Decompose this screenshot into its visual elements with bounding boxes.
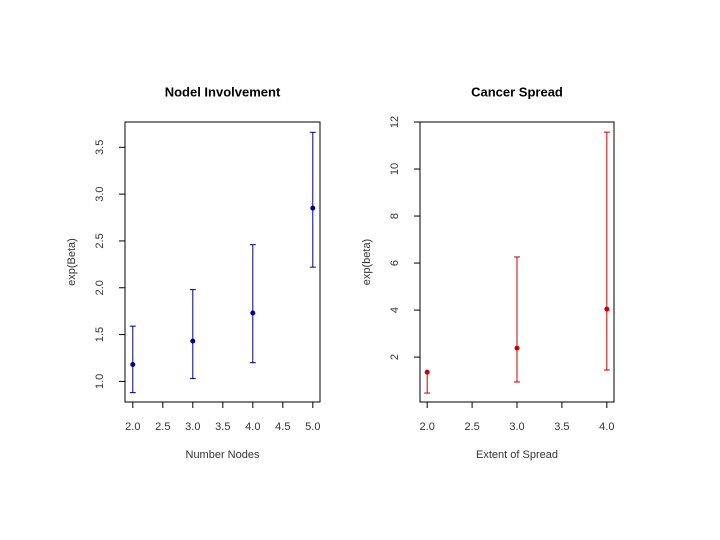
chart-title: Nodel Involvement — [165, 84, 281, 99]
x-tick-label: 2.0 — [125, 421, 140, 433]
x-tick-label: 3.5 — [554, 421, 569, 433]
point — [250, 310, 256, 316]
y-axis-label: exp(Beta) — [66, 238, 78, 286]
y-tick-label: 3.5 — [94, 140, 106, 155]
plot-box — [124, 121, 321, 403]
y-axis-label: exp(beta) — [361, 239, 373, 285]
point — [130, 362, 136, 368]
x-tick-label: 3.0 — [509, 421, 524, 433]
x-tick-label: 2.5 — [155, 421, 170, 433]
chart-title: Cancer Spread — [471, 84, 563, 99]
y-tick-label: 8 — [389, 213, 401, 219]
y-tick-label: 4 — [389, 307, 401, 313]
y-tick-label: 12 — [389, 116, 401, 128]
y-tick-label: 1.5 — [94, 327, 106, 342]
x-tick-label: 4.0 — [245, 421, 260, 433]
y-tick-label: 10 — [389, 163, 401, 175]
x-tick-label: 3.0 — [185, 421, 200, 433]
y-tick-label: 2.0 — [94, 280, 106, 295]
x-tick-label: 3.5 — [215, 421, 230, 433]
y-tick-label: 2.5 — [94, 233, 106, 248]
x-axis-label: Number Nodes — [186, 449, 260, 461]
x-tick-label: 4.0 — [599, 421, 614, 433]
y-tick-label: 2 — [389, 354, 401, 360]
point — [514, 345, 520, 351]
y-tick-label: 1.0 — [94, 374, 106, 389]
x-tick-label: 4.5 — [275, 421, 290, 433]
point — [310, 205, 316, 211]
y-tick-label: 3.0 — [94, 186, 106, 201]
x-tick-label: 2.5 — [464, 421, 479, 433]
point — [190, 338, 196, 344]
x-axis-label: Extent of Spread — [476, 449, 558, 461]
x-tick-label: 5.0 — [305, 421, 320, 433]
point — [424, 369, 430, 375]
point — [604, 306, 610, 312]
y-tick-label: 6 — [389, 260, 401, 266]
x-tick-label: 2.0 — [420, 421, 435, 433]
